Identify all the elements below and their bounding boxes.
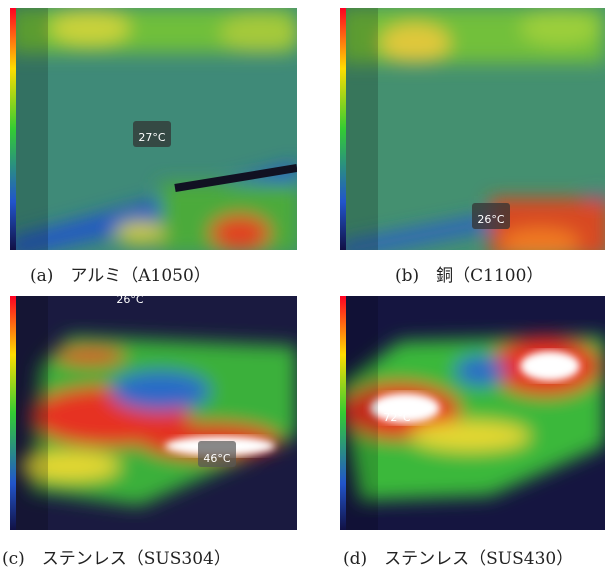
caption: (c) ステンレス（SUS304）: [2, 549, 231, 569]
readout: 26°C: [116, 296, 143, 306]
thermal-image-a: 27°C: [10, 8, 297, 250]
caption: (a) アルミ（A1050）: [30, 266, 211, 286]
thermal-image-d: 72°C: [340, 296, 605, 530]
caption: (d) ステンレス（SUS430）: [343, 549, 574, 569]
thermal-image-b: 26°C: [340, 8, 605, 250]
caption: (b) 銅（C1100）: [395, 266, 544, 286]
readout: 46°C: [203, 452, 230, 465]
readout: 72°C: [383, 411, 410, 424]
readout: 26°C: [477, 213, 504, 226]
readout: 27°C: [138, 131, 165, 144]
thermal-image-c: 26°C 46°C: [10, 296, 297, 530]
